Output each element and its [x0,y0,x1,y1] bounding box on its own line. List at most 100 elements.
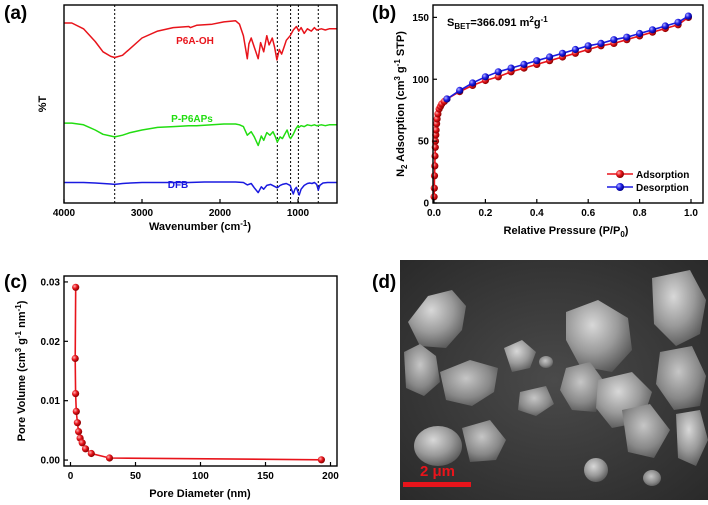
bet-point-desorption [469,79,477,87]
ftir-series-label: P6A-OH [176,36,214,47]
x-axis-title-a: Wavenumber (cm-1) [149,219,251,233]
sem-flake [539,356,553,368]
bet-point-desorption [684,12,693,20]
y-tick-label-c: 0.02 [41,337,61,348]
bet-point-desorption [571,45,580,54]
bet-series [430,12,693,201]
bet-point-desorption [533,57,541,65]
sem-flake [408,290,466,348]
bet-point-desorption [623,33,631,41]
sem-flake [462,420,506,462]
pore-point [81,445,90,453]
x-tick-label-a: 3000 [131,208,154,219]
pore-point [72,390,80,398]
legend-label-adsorption: Adsorption [636,170,689,181]
sem-flake [584,458,608,482]
bet-point-desorption [648,26,657,34]
bet-point-adsorption [494,73,502,81]
panel-label-c: (c) [4,272,27,293]
x-tick-label-a: 1000 [287,208,310,219]
plot-frame-b [432,4,704,204]
panel-label-d: (d) [372,272,396,293]
panel-label-a: (a) [4,3,27,24]
bet-point-desorption [520,60,528,68]
pore-point [78,439,86,447]
sem-flake [560,362,606,412]
bet-point-desorption [661,22,669,30]
plot-frame-c [63,275,338,467]
pore-point [72,407,80,415]
sem-flake [414,426,462,466]
bet-point-adsorption [430,184,438,192]
bet-point-desorption [494,68,502,76]
x-tick-label-b: 0.2 [478,208,492,219]
sem-flake [404,344,440,396]
bet-chart: 0.0 0.2 0.4 0.6 0.8 1.0 0 50 100 150 SBET=366.091… [393,4,704,239]
x-tick-label-b: 1.0 [684,208,698,219]
x-tick-label-b: 0.0 [427,208,441,219]
legend-b: Adsorption Desorption [607,170,689,194]
bet-point-desorption [597,39,605,48]
sem-flake [643,470,661,486]
sem-flake [566,300,632,372]
bet-point-desorption [443,95,451,103]
y-axis-title-a: %T [37,95,49,112]
sem-scale-bar-label: 2 μm [420,463,455,480]
sem-flake [652,270,706,346]
pore-point [75,428,83,436]
x-tick-label-c: 0 [68,471,74,482]
x-tick-label-b: 0.8 [633,208,647,219]
bet-point-desorption [674,18,682,26]
sem-flake [622,404,670,458]
ftir-line-p-p6aps [64,122,337,147]
x-tick-label-c: 50 [130,471,142,482]
panel-label-b: (b) [372,3,396,24]
sem-flake [676,410,708,466]
x-tick-label-c: 150 [257,471,274,482]
legend-marker-desorption [616,183,624,191]
sem-particles [404,270,708,486]
pore-point [71,354,79,363]
y-tick-label-c: 0.01 [41,396,61,407]
y-tick-label-b: 0 [423,199,429,210]
x-tick-label-a: 2000 [209,208,232,219]
bet-point-adsorption [430,172,439,180]
reference-lines [114,5,319,203]
x-tick-label-b: 0.4 [530,208,544,219]
x-ticks-a: 4000 3000 2000 1000 [53,199,310,219]
bet-point-desorption [584,42,592,50]
ftir-series [64,20,337,196]
legend-label-desorption: Desorption [636,183,689,194]
pore-size-chart: 0 50 100 150 200 0.00 0.01 0.02 0.03 Pore Diamet… [14,275,339,500]
y-tick-label-c: 0.00 [41,456,61,467]
y-tick-label-b: 50 [418,137,430,148]
pore-point [317,456,325,464]
sem-scale-bar [403,482,471,487]
bet-point-desorption [481,73,489,81]
bet-point-desorption [636,29,644,38]
ftir-chart: 4000 3000 2000 1000 P6A-OH P-P6APs DFB Wavenu… [37,4,338,233]
y-tick-label-c: 0.03 [41,277,61,288]
bet-surface-area-label: SBET=366.091 m2g-1 [447,15,548,31]
pore-point [72,283,80,291]
x-tick-label-c: 200 [322,471,339,482]
series-labels-a: P6A-OH P-P6APs DFB [168,36,214,191]
ftir-line-p6a-oh [64,20,337,61]
pore-point [73,419,81,427]
sem-flake [504,340,536,372]
ftir-line-dfb [64,181,337,196]
plot-frame-a [63,4,338,204]
bet-point-adsorption [432,126,440,134]
bet-point-desorption [507,64,515,72]
y-tick-label-b: 150 [412,13,429,24]
pore-line [74,287,322,461]
sem-flake [518,386,554,416]
legend-marker-adsorption [616,170,624,178]
x-tick-label-a: 4000 [53,208,76,219]
sem-flake [440,360,498,406]
pore-point [87,449,95,458]
x-axis-title-c: Pore Diameter (nm) [149,488,251,500]
bet-point-desorption [558,49,567,57]
y-tick-label-b: 100 [412,75,429,86]
